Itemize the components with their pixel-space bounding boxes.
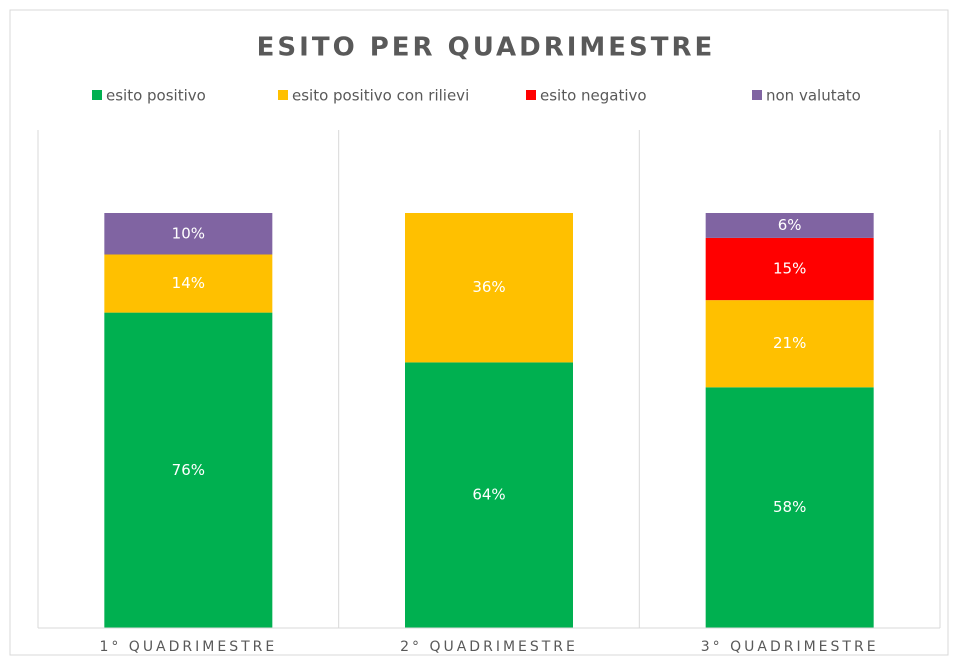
legend-swatch [752,90,762,100]
bar-segment [104,254,273,313]
x-tick-label: 2° QUADRIMESTRE [400,639,578,655]
legend-label: esito positivo [106,87,206,105]
x-tick-label: 3° QUADRIMESTRE [701,639,879,655]
bar-segment [405,362,573,628]
bar-segment [405,213,573,363]
bar-segment [705,213,874,238]
legend-swatch [92,90,102,100]
bar-segment [705,237,874,301]
data-label: 14% [172,274,205,292]
legend-label: esito negativo [540,87,647,105]
bar-segment [104,213,273,255]
data-label: 36% [472,278,505,296]
x-tick-label: 1° QUADRIMESTRE [99,639,277,655]
legend-label: non valutato [766,87,861,105]
legend-swatch [526,90,536,100]
bar-segment [705,300,874,388]
data-label: 15% [773,260,806,278]
legend-swatch [278,90,288,100]
chart-title: ESITO PER QUADRIMESTRE [257,33,716,63]
data-label: 6% [778,216,802,234]
data-label: 76% [172,461,205,479]
legend-label: esito positivo con rilievi [292,87,469,105]
bar-segment [104,312,273,628]
data-label: 64% [472,486,505,504]
data-label: 58% [773,498,806,516]
bar-segment [705,387,874,628]
data-label: 10% [172,224,205,242]
data-label: 21% [773,334,806,352]
